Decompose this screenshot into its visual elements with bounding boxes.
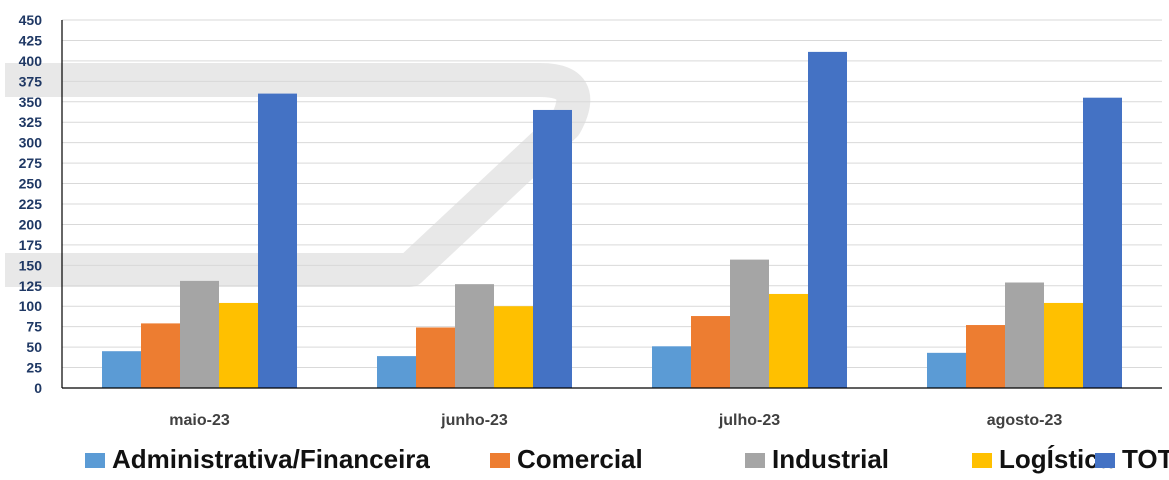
y-tick-label: 225 <box>19 196 43 212</box>
legend-swatch <box>972 453 992 468</box>
gridlines <box>62 19 1162 369</box>
bar-comercial-agosto-23 <box>966 325 1005 388</box>
x-category-label: maio-23 <box>169 412 230 429</box>
axes <box>61 20 1162 389</box>
y-tick-label: 375 <box>19 73 43 89</box>
bar-total-agosto-23 <box>1083 97 1122 388</box>
y-tick-label: 450 <box>19 12 43 28</box>
bar-administrativa-financeira-maio-23 <box>102 351 141 388</box>
bar-administrativa-financeira-julho-23 <box>652 346 691 388</box>
legend-label: Comercial <box>517 444 643 474</box>
y-axis-tick-labels: 0 25 50 75 100 125 150 175 200 225 250 275 300 325 350… <box>19 12 43 396</box>
y-tick-label: 400 <box>19 53 43 69</box>
bar-log-stica-julho-23 <box>769 293 808 388</box>
bar-industrial-agosto-23 <box>1005 282 1044 388</box>
bar-log-stica-agosto-23 <box>1044 302 1083 388</box>
x-axis-category-labels: maio-23 junho-23 julho-23 agosto-23 <box>169 412 1062 429</box>
legend-swatch <box>745 453 765 468</box>
bar-log-stica-maio-23 <box>219 302 258 388</box>
legend-swatch <box>1095 453 1115 468</box>
bars <box>102 51 1122 388</box>
legend-label: TOTAL <box>1122 444 1169 474</box>
bar-total-junho-23 <box>533 109 572 388</box>
y-tick-label: 75 <box>26 319 42 335</box>
y-tick-label: 275 <box>19 155 43 171</box>
bar-industrial-maio-23 <box>180 280 219 388</box>
y-tick-label: 350 <box>19 94 43 110</box>
y-tick-label: 25 <box>26 360 42 376</box>
y-tick-label: 300 <box>19 135 43 151</box>
bar-total-maio-23 <box>258 93 297 388</box>
y-tick-label: 50 <box>26 339 42 355</box>
legend-label: Administrativa/Financeira <box>112 444 430 474</box>
y-tick-label: 100 <box>19 298 43 314</box>
legend-label: LogÍstica <box>999 444 1114 474</box>
y-tick-label: 125 <box>19 278 43 294</box>
x-category-label: agosto-23 <box>987 412 1063 429</box>
bar-comercial-maio-23 <box>141 323 180 388</box>
x-category-label: junho-23 <box>440 412 508 429</box>
bar-comercial-julho-23 <box>691 316 730 388</box>
legend-label: Industrial <box>772 444 889 474</box>
y-tick-label: 150 <box>19 257 43 273</box>
y-tick-label: 325 <box>19 114 43 130</box>
y-tick-label: 0 <box>34 380 42 396</box>
legend: Administrativa/Financeira Comercial Indust… <box>85 444 1169 474</box>
bar-industrial-julho-23 <box>730 259 769 388</box>
bar-administrativa-financeira-agosto-23 <box>927 352 966 388</box>
bar-total-julho-23 <box>808 51 847 388</box>
y-tick-label: 250 <box>19 176 43 192</box>
legend-swatch <box>490 453 510 468</box>
bar-industrial-junho-23 <box>455 284 494 388</box>
bar-administrativa-financeira-junho-23 <box>377 356 416 388</box>
x-category-label: julho-23 <box>718 412 780 429</box>
bar-comercial-junho-23 <box>416 327 455 388</box>
y-tick-label: 200 <box>19 216 43 232</box>
y-tick-label: 175 <box>19 237 43 253</box>
legend-swatch <box>85 453 105 468</box>
y-tick-label: 425 <box>19 32 43 48</box>
bar-log-stica-junho-23 <box>494 306 533 388</box>
